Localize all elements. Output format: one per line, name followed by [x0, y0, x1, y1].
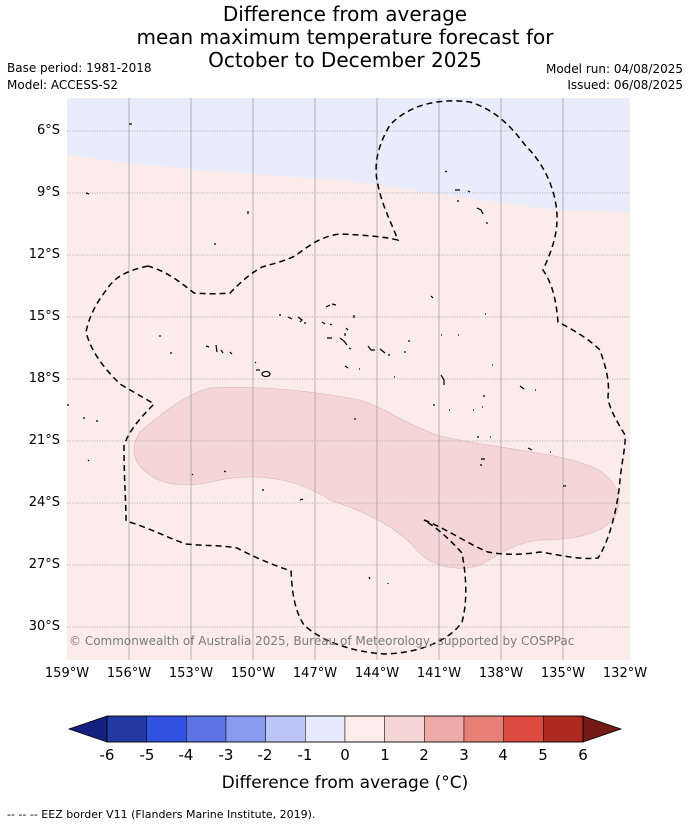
colorbar-segment: [305, 715, 346, 743]
lat-label: 27°S: [28, 557, 60, 572]
colorbar-tick: 3: [459, 746, 469, 764]
island: [430, 295, 434, 299]
colorbar-segment: [463, 715, 504, 743]
model-run-text: Model run: 04/08/2025: [545, 62, 683, 76]
gridlines: [67, 98, 630, 660]
island: [455, 189, 471, 202]
lat-label: 21°S: [28, 433, 60, 448]
map-area: [67, 98, 630, 660]
colorbar-tick: -2: [257, 746, 273, 764]
island: [440, 374, 445, 385]
colorbar-tick: 0: [340, 746, 350, 764]
island: [477, 436, 551, 453]
colorbar-segment: [225, 715, 266, 743]
lat-label: 15°S: [28, 309, 60, 324]
lat-label: 24°S: [28, 495, 60, 510]
colorbar-label: Difference from average (°C): [221, 773, 469, 793]
lon-label: 159°W: [44, 666, 90, 681]
title-line-2: mean maximum temperature forecast for: [136, 25, 554, 49]
colorbar-under-arrow: [67, 715, 108, 743]
title-line-3: October to December 2025: [208, 48, 482, 72]
island: [441, 334, 493, 366]
model-text: Model: ACCESS-S2: [7, 78, 119, 92]
lon-label: 153°W: [168, 666, 214, 681]
colorbar-segment: [146, 715, 187, 743]
lat-label: 30°S: [28, 619, 60, 634]
island: [262, 489, 304, 501]
lon-label: 132°W: [602, 666, 648, 681]
lon-label: 150°W: [230, 666, 276, 681]
colorbar-segments: [106, 715, 584, 743]
lat-label: 9°S: [36, 185, 60, 200]
island: [476, 207, 488, 224]
lat-label: 12°S: [28, 247, 60, 262]
island: [327, 333, 352, 350]
colorbar-segment: [424, 715, 465, 743]
lon-label: 141°W: [416, 666, 462, 681]
islands: [67, 123, 566, 584]
island: [480, 458, 485, 466]
colorbar-outline: [106, 715, 584, 743]
colorbar-tick: 2: [419, 746, 429, 764]
island: [321, 315, 355, 331]
anomaly-band-1-2: [133, 386, 620, 569]
island: [325, 303, 337, 308]
colorbar-segment: [186, 715, 227, 743]
lon-label: 144°W: [354, 666, 400, 681]
colorbar-tick: -1: [297, 746, 313, 764]
island: [87, 459, 90, 462]
island: [483, 385, 536, 397]
eez-border: [85, 100, 626, 655]
island: [159, 335, 172, 354]
colorbar-tick: -3: [218, 746, 234, 764]
lon-label: 138°W: [478, 666, 524, 681]
island: [433, 404, 483, 411]
island: [254, 361, 257, 364]
anomaly-band-neg1-0: [67, 98, 630, 212]
colorbar-segment: [543, 715, 584, 743]
lat-label: 18°S: [28, 371, 60, 386]
colorbar-segment: [344, 715, 385, 743]
issued-text: Issued: 06/08/2025: [567, 78, 683, 92]
eez-legend-note: -- -- -- EEZ border V11 (Flanders Marine…: [7, 808, 316, 821]
colorbar-segment: [384, 715, 425, 743]
island: [344, 340, 410, 378]
colorbar-tick: 1: [380, 746, 390, 764]
colorbar-tick: -5: [139, 746, 155, 764]
colorbar-tick: 4: [498, 746, 508, 764]
island: [67, 404, 98, 422]
island: [191, 470, 227, 476]
lon-label: 156°W: [106, 666, 152, 681]
island: [261, 370, 271, 378]
lon-label: 147°W: [292, 666, 338, 681]
base-period-text: Base period: 1981-2018: [7, 61, 152, 75]
title-line-1: Difference from average: [222, 2, 468, 26]
colorbar-tick: -6: [99, 746, 115, 764]
colorbar-segment: [503, 715, 544, 743]
colorbar-over-arrow: [582, 715, 623, 743]
lon-label: 135°W: [540, 666, 586, 681]
island: [367, 345, 390, 356]
lat-label: 6°S: [36, 123, 60, 138]
island: [444, 170, 448, 173]
colorbar-segment: [265, 715, 306, 743]
island: [85, 192, 90, 195]
colorbar-tick: -4: [178, 746, 194, 764]
island: [279, 314, 306, 324]
colorbar-segment: [106, 715, 147, 743]
colorbar: [67, 715, 623, 743]
colorbar-tick: 5: [538, 746, 548, 764]
island: [205, 344, 233, 355]
copyright-text: © Commonwealth of Australia 2025, Bureau…: [69, 634, 575, 648]
island: [368, 576, 389, 584]
colorbar-tick: 6: [578, 746, 588, 764]
